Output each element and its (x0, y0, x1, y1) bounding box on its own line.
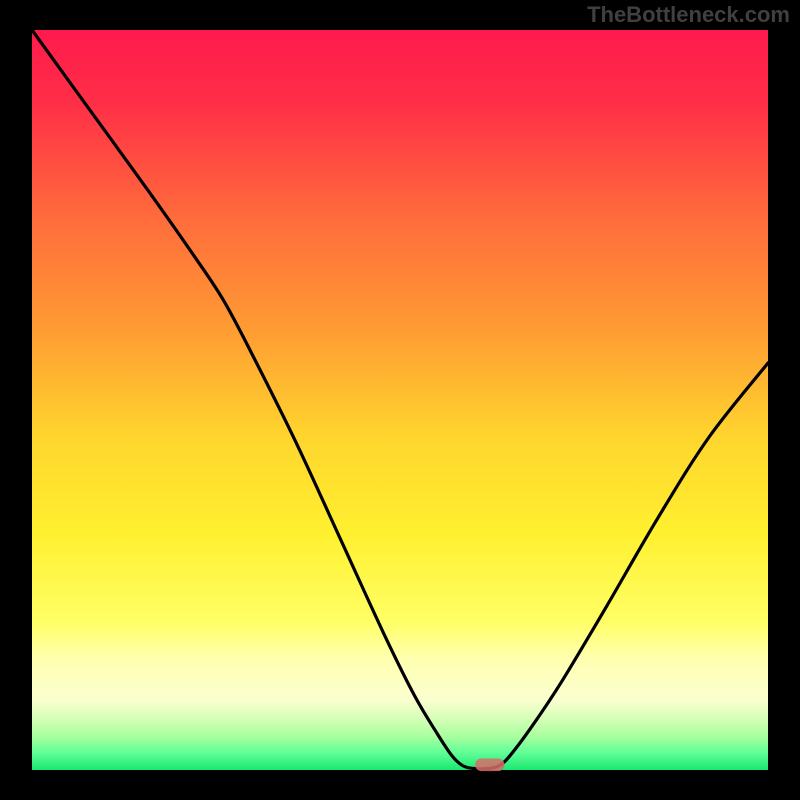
watermark-text: TheBottleneck.com (587, 2, 790, 28)
optimum-marker (475, 759, 504, 772)
plot-background (32, 30, 768, 770)
chart-frame: TheBottleneck.com (0, 0, 800, 800)
bottleneck-chart (0, 0, 800, 800)
